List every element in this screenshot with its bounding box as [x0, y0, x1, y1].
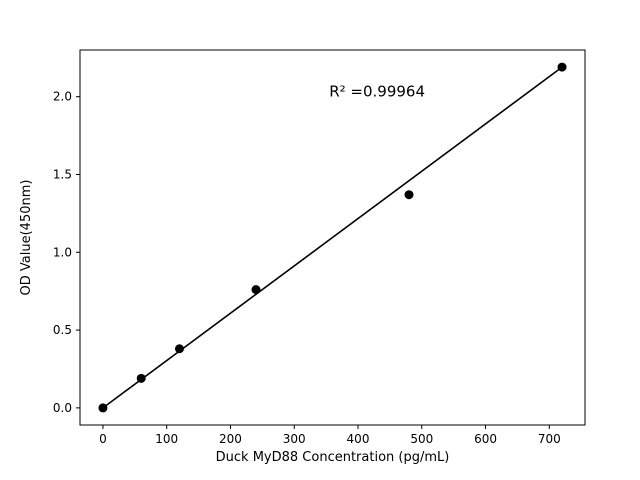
y-tick-label: 0.0	[53, 401, 72, 415]
data-point	[557, 62, 567, 72]
plot-border	[79, 49, 586, 426]
x-tick-label: 200	[219, 432, 242, 446]
data-point	[404, 190, 414, 200]
data-point	[174, 344, 184, 354]
y-axis-label: OD Value(450nm)	[19, 180, 34, 296]
r-squared-annotation: R² =0.99964	[329, 83, 425, 101]
x-tick-label: 600	[474, 432, 497, 446]
data-point	[98, 403, 108, 413]
x-tick-label: 700	[538, 432, 561, 446]
data-point	[136, 373, 146, 383]
data-point	[251, 285, 261, 295]
y-tick-label: 2.0	[53, 90, 72, 104]
x-tick-label: 0	[99, 432, 107, 446]
x-tick-label: 100	[155, 432, 178, 446]
y-tick-label: 0.5	[53, 323, 72, 337]
y-tick-label: 1.5	[53, 167, 72, 181]
x-tick-label: 500	[410, 432, 433, 446]
x-tick-label: 300	[283, 432, 306, 446]
x-axis-label: Duck MyD88 Concentration (pg/mL)	[216, 450, 450, 465]
y-tick-label: 1.0	[53, 245, 72, 259]
x-tick-label: 400	[347, 432, 370, 446]
